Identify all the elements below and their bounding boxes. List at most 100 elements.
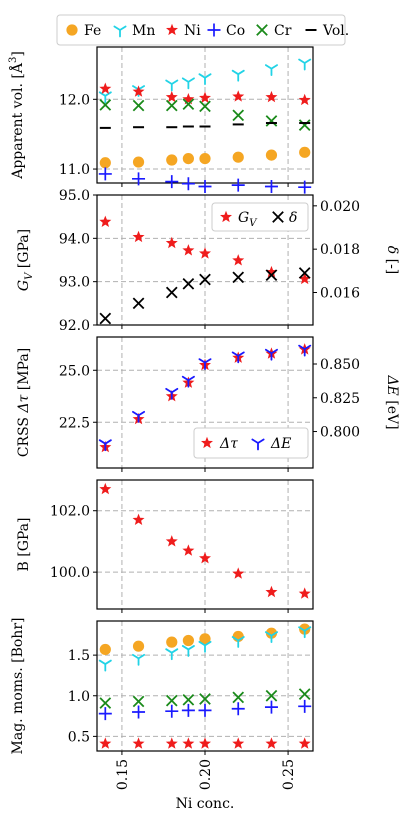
data-point bbox=[182, 98, 195, 111]
legend-crss: Δτ ΔE bbox=[193, 427, 309, 459]
panel-gv: 92.0 93.0 94.0 95.0 0.016 0.018 0.020 bbox=[59, 188, 360, 334]
series-ΔE bbox=[98, 344, 312, 452]
panel-magmom: 0.5 1.0 1.5 bbox=[68, 620, 314, 755]
panel-volume: 11.0 12.0 bbox=[59, 46, 314, 194]
y-tick-label: 12.0 bbox=[59, 92, 90, 108]
data-point bbox=[198, 358, 212, 371]
data-point bbox=[181, 703, 195, 717]
data-point bbox=[99, 215, 112, 227]
data-point bbox=[132, 737, 145, 749]
data-point bbox=[264, 631, 278, 644]
data-point bbox=[199, 100, 211, 113]
series-δ bbox=[99, 267, 311, 325]
data-point bbox=[132, 513, 145, 526]
legend-marker bbox=[220, 210, 232, 223]
data-point bbox=[165, 737, 178, 749]
data-point bbox=[232, 90, 245, 102]
legend-marker bbox=[207, 23, 221, 37]
data-point bbox=[98, 659, 112, 672]
y-tick-label: 0.5 bbox=[68, 729, 90, 745]
y-tick-label: 1.5 bbox=[68, 648, 90, 664]
data-point bbox=[166, 154, 178, 166]
data-point bbox=[265, 627, 278, 639]
data-point bbox=[182, 634, 194, 647]
data-point bbox=[298, 737, 311, 749]
data-point bbox=[232, 254, 245, 266]
data-point bbox=[165, 175, 179, 189]
data-point bbox=[199, 247, 211, 259]
data-point bbox=[182, 277, 195, 290]
y-axis-label: B [GPa] bbox=[16, 518, 32, 572]
data-point bbox=[298, 267, 311, 279]
legend-marker bbox=[201, 436, 213, 449]
y-right-axis-label: ΔE [eV] bbox=[384, 374, 400, 429]
y-tick-label: 11.0 bbox=[59, 162, 90, 178]
data-point bbox=[265, 90, 278, 103]
data-point bbox=[231, 351, 245, 364]
y-tick-label: 94.0 bbox=[59, 231, 90, 247]
data-point bbox=[182, 244, 195, 256]
y-axis-label: CRSS Δτ [MPa] bbox=[16, 348, 32, 457]
data-point bbox=[232, 271, 245, 284]
data-point bbox=[132, 653, 146, 666]
data-point bbox=[265, 265, 278, 278]
data-point bbox=[298, 58, 312, 71]
data-point bbox=[132, 99, 145, 112]
series-Co bbox=[98, 167, 312, 194]
data-point bbox=[198, 640, 212, 653]
data-point bbox=[99, 737, 112, 749]
data-point bbox=[265, 689, 278, 702]
data-point bbox=[298, 344, 312, 357]
y-right-tick-label: 0.850 bbox=[320, 357, 360, 373]
data-point bbox=[199, 273, 211, 286]
data-point bbox=[132, 695, 145, 708]
data-point bbox=[299, 146, 311, 158]
y-tick-label: 1.0 bbox=[68, 689, 90, 705]
data-point bbox=[165, 704, 179, 718]
data-point bbox=[298, 93, 311, 106]
legend-label: Co bbox=[226, 23, 245, 39]
data-point bbox=[165, 694, 178, 707]
data-point bbox=[132, 172, 146, 186]
x-axis-label: Ni conc. bbox=[176, 796, 235, 812]
data-point bbox=[132, 85, 145, 97]
series-Fe bbox=[99, 146, 311, 169]
legend-marker bbox=[113, 25, 127, 38]
data-point bbox=[98, 91, 112, 104]
data-point bbox=[199, 633, 211, 645]
data-point bbox=[265, 149, 278, 161]
data-point bbox=[298, 688, 311, 700]
data-point bbox=[232, 567, 245, 579]
data-point bbox=[166, 636, 178, 648]
legend-box bbox=[193, 427, 309, 459]
data-point bbox=[232, 151, 244, 163]
y-axis-label: Mag. moms. [Bohr] bbox=[10, 618, 26, 755]
data-point bbox=[165, 535, 178, 547]
data-point bbox=[182, 737, 195, 749]
data-point bbox=[132, 230, 145, 243]
legend-label: Cr bbox=[274, 23, 292, 39]
data-point bbox=[132, 640, 145, 652]
legend-label: Fe bbox=[84, 23, 101, 39]
x-tick-label: 0.15 bbox=[115, 759, 131, 790]
data-point bbox=[181, 177, 195, 191]
legend-marker bbox=[251, 438, 265, 451]
series-Mn bbox=[98, 626, 312, 672]
data-point bbox=[232, 737, 245, 749]
data-point bbox=[198, 73, 212, 86]
y-right-tick-label: 0.800 bbox=[320, 425, 360, 441]
legend-marker bbox=[256, 24, 268, 36]
data-point bbox=[199, 693, 211, 705]
legend-gv: GV δ bbox=[211, 202, 309, 232]
series-Vol. bbox=[99, 122, 311, 129]
legend-top: Fe Mn Ni Co Cr Vol. bbox=[56, 14, 349, 46]
data-point bbox=[165, 387, 179, 400]
data-point bbox=[182, 693, 195, 706]
series-G_V bbox=[99, 215, 311, 285]
legend-box bbox=[56, 14, 346, 46]
data-point bbox=[265, 737, 278, 749]
legend-label: ΔE bbox=[270, 436, 291, 452]
series-Cr bbox=[99, 98, 311, 131]
data-point bbox=[98, 167, 112, 181]
